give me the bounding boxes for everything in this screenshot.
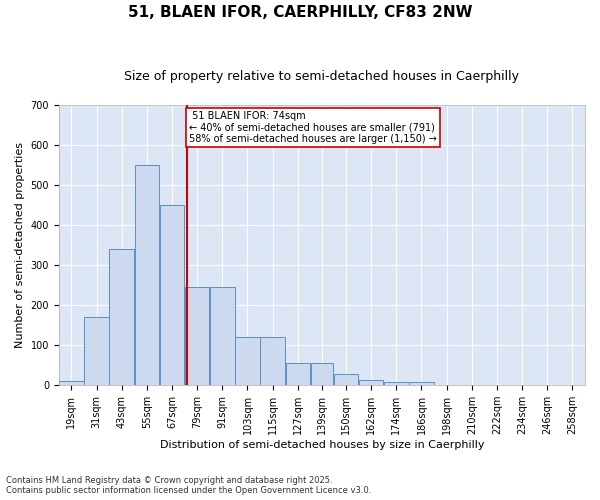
Text: 51, BLAEN IFOR, CAERPHILLY, CF83 2NW: 51, BLAEN IFOR, CAERPHILLY, CF83 2NW	[128, 5, 472, 20]
Bar	[84, 317, 109, 385]
Bar	[384, 382, 409, 385]
Title: Size of property relative to semi-detached houses in Caerphilly: Size of property relative to semi-detach…	[124, 70, 520, 83]
X-axis label: Distribution of semi-detached houses by size in Caerphilly: Distribution of semi-detached houses by …	[160, 440, 484, 450]
Bar	[359, 380, 383, 385]
Bar	[210, 287, 235, 385]
Bar	[334, 374, 358, 385]
Bar	[311, 363, 333, 385]
Bar	[286, 363, 310, 385]
Bar	[160, 205, 184, 385]
Bar	[109, 249, 134, 385]
Bar	[260, 337, 285, 385]
Y-axis label: Number of semi-detached properties: Number of semi-detached properties	[15, 142, 25, 348]
Text: Contains HM Land Registry data © Crown copyright and database right 2025.
Contai: Contains HM Land Registry data © Crown c…	[6, 476, 371, 495]
Text: 51 BLAEN IFOR: 74sqm
← 40% of semi-detached houses are smaller (791)
58% of semi: 51 BLAEN IFOR: 74sqm ← 40% of semi-detac…	[189, 111, 437, 144]
Bar	[134, 165, 159, 385]
Bar	[59, 381, 83, 385]
Bar	[185, 287, 209, 385]
Bar	[235, 337, 260, 385]
Bar	[409, 382, 434, 385]
